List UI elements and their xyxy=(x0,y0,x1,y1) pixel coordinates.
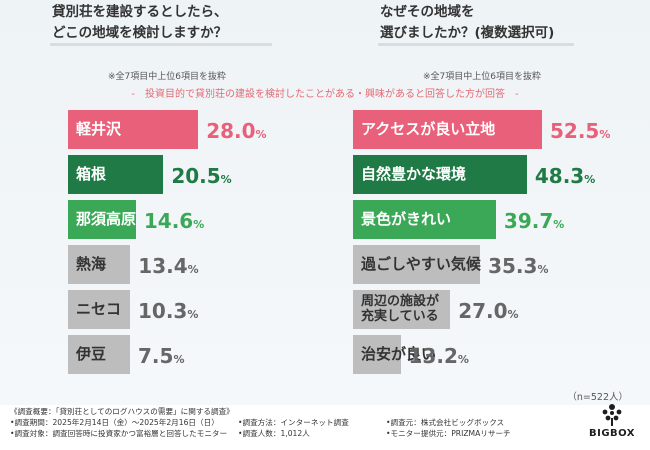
bar-value-label: 10.3% xyxy=(138,299,199,323)
left-note: ※全7項目中上位6項目を抜粋 xyxy=(108,72,226,82)
bar-value-label: 35.3% xyxy=(488,254,549,278)
bar-label: 伊豆 xyxy=(76,345,107,363)
bar-value-label: 28.0% xyxy=(206,119,267,143)
bar xyxy=(68,245,131,284)
bar-label: 那須高原 xyxy=(76,210,137,228)
right-question-line1: なぜその地域を xyxy=(380,4,475,20)
footer-period: •調査期間：2025年2月14日（金）〜2025年2月16日（日） xyxy=(10,418,219,427)
left-bar-chart: 軽井沢 28.0% 箱根 20.5% 那須高原 14.6% 熱海 13.4% ニセコ 10.3% 伊… xyxy=(68,110,308,390)
footer-target: •調査対象：調査回答時に投資家かつ富裕層と回答したモニター xyxy=(10,429,228,438)
right-question-line2: 選びましたか？(複数選択可) xyxy=(380,25,555,41)
bar-value-label: 14.6% xyxy=(143,209,205,233)
bar-value-label: 52.5% xyxy=(550,119,611,143)
right-question-title: なぜその地域を 選びましたか？(複数選択可) xyxy=(380,2,554,44)
right-note: ※全7項目中上位6項目を抜粋 xyxy=(423,72,541,82)
bar xyxy=(353,290,451,329)
bar-value-label: 39.7% xyxy=(503,209,565,233)
right-bar-chart: アクセスが良い立地 52.5% 自然豊かな環境 48.3% 景色がきれい 39.7% 過ごし… xyxy=(353,110,623,390)
bar xyxy=(353,335,401,374)
bar xyxy=(68,155,164,194)
bar xyxy=(68,335,130,374)
subtitle: - 投資目的で貸別荘の建設を検討したことがある・興味があると回答した方が回答 - xyxy=(131,89,519,100)
bar-label: 軽井沢 xyxy=(76,120,122,138)
bar xyxy=(68,200,136,239)
logo-wordmark: BIGBOX xyxy=(588,428,636,439)
bar xyxy=(353,200,496,239)
footer-title: 《調査概要：「貸別荘としてのログハウスの需要」に関する調査》 xyxy=(10,407,234,416)
bar-label: 熱海 xyxy=(76,255,107,273)
bar xyxy=(353,110,542,149)
footer-method: •調査方法：インターネット調査 xyxy=(238,418,349,427)
bar-value-label: 27.0% xyxy=(458,299,519,323)
bar xyxy=(68,290,130,329)
footer-organizer: •調査元：株式会社ビッグボックス xyxy=(386,418,505,427)
bigbox-logo-icon xyxy=(602,404,622,426)
bar-label: 治安が良い xyxy=(361,345,437,363)
left-question-underline xyxy=(50,43,272,46)
bar-label: 景色がきれい xyxy=(361,210,452,228)
bar-label: 過ごしやすい気候 xyxy=(361,255,481,273)
bar-value-label: 48.3% xyxy=(534,164,596,188)
bar-value-label: 20.5% xyxy=(171,164,232,188)
bar-label: アクセスが良い立地 xyxy=(361,120,496,138)
bar xyxy=(353,155,527,194)
bar-label: 箱根 xyxy=(76,165,107,183)
sample-size-label: （n=522人） xyxy=(567,392,628,403)
left-question-line1: 貸別荘を建設するとしたら、 xyxy=(52,4,228,20)
footer-provider: •モニター提供元：PRIZMAリサーチ xyxy=(386,429,511,438)
bar-label: 周辺の施設が 充実している xyxy=(361,294,440,324)
right-question-underline xyxy=(378,43,574,46)
left-question-line2: どこの地域を検討しますか？ xyxy=(52,25,228,41)
footer-background xyxy=(0,405,650,450)
bar-label: 自然豊かな環境 xyxy=(361,165,467,183)
bar-value-label: 7.5% xyxy=(138,344,185,368)
left-question-title: 貸別荘を建設するとしたら、 どこの地域を検討しますか？ xyxy=(52,2,228,44)
bar xyxy=(68,110,199,149)
bar-value-label: 13.2% xyxy=(408,344,469,368)
bar xyxy=(353,245,481,284)
bar-label: ニセコ xyxy=(76,300,122,318)
footer-count: •調査人数：1,012人 xyxy=(238,429,310,438)
bar-value-label: 13.4% xyxy=(138,254,199,278)
bigbox-logo: BIGBOX xyxy=(588,402,636,446)
